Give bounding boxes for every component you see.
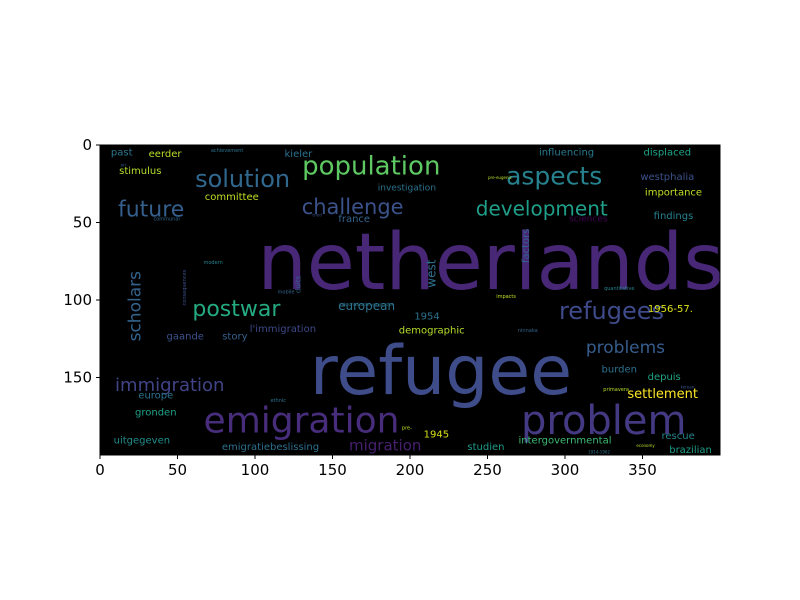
word-duits: duits: [294, 276, 302, 294]
x-tick-label-0: 0: [95, 461, 105, 479]
word-primavera: primavera: [603, 387, 629, 393]
word-future: future: [118, 198, 184, 223]
word-gronden: gronden: [135, 408, 177, 419]
word-1945: 1945: [424, 429, 449, 440]
word-investigation: investigation: [378, 183, 436, 193]
word-development: development: [476, 197, 608, 221]
word-west: west: [425, 259, 439, 287]
word-migration: migration: [349, 437, 421, 455]
x-tick-label-50: 50: [168, 461, 187, 479]
word-challenge: challenge: [302, 195, 404, 219]
x-tick-label-300: 300: [551, 461, 580, 479]
word-l-immigration: l'immigration: [250, 324, 316, 335]
word-past: past: [111, 147, 133, 158]
word-industrialisation-emigration: industrialisation-emigration: [339, 302, 395, 307]
word-pre-eugenic: pre-eugenic: [488, 175, 512, 180]
word-demographic: demographic: [399, 326, 465, 337]
word-ninnaka: ninnaka: [518, 328, 538, 334]
word-story: story: [222, 332, 247, 343]
word-emigratiebeslissing: emigratiebeslissing: [222, 442, 319, 453]
word-brazilian: brazilian: [669, 445, 712, 456]
x-tick-label-100: 100: [241, 461, 270, 479]
word-mobile: mobile: [278, 289, 295, 295]
word-communal: communal: [153, 216, 179, 222]
word-burden: burden: [602, 364, 637, 375]
word-problems: problems: [586, 338, 665, 358]
x-tick-label-150: 150: [318, 461, 347, 479]
word-gaande: gaande: [167, 332, 204, 343]
word-importance: importance: [645, 188, 702, 199]
word-solution: solution: [195, 165, 290, 193]
word-economy: economy: [636, 443, 655, 448]
x-tick-label-200: 200: [396, 461, 425, 479]
x-tick-label-350: 350: [628, 461, 657, 479]
y-tick-label-0: 0: [82, 136, 92, 154]
word-netherlands: netherlands: [257, 218, 724, 308]
word-postwar: postwar: [192, 297, 281, 322]
word-korean: korean: [681, 384, 695, 389]
word-consequences: consequences: [182, 269, 188, 305]
word-problem: problem: [521, 398, 687, 444]
word-influencing: influencing: [539, 147, 594, 158]
word-emigration: emigration: [204, 400, 400, 441]
word-1914-1962: 1914-1962: [588, 449, 610, 454]
word-intergovernmental: intergovernmental: [519, 436, 612, 447]
word-impacts: impacts: [496, 294, 516, 300]
word-kieler: kieler: [285, 149, 314, 160]
word-stimulus: stimulus: [119, 166, 161, 177]
word-rescue: rescue: [662, 431, 695, 442]
word-eerder: eerder: [149, 149, 183, 160]
word-france: france: [338, 214, 370, 225]
word-studien: studien: [467, 442, 504, 453]
word-depuis: depuis: [648, 372, 681, 383]
word-1954: 1954: [414, 312, 439, 323]
word-modern: modern: [203, 260, 222, 266]
x-axis: 0 50 100 150 200 250 300 350: [95, 455, 657, 479]
word-findings: findings: [654, 211, 694, 222]
word-settlement: settlement: [627, 387, 698, 402]
word-tried: tried: [312, 212, 322, 217]
word-1956-57-: 1956-57.: [648, 304, 693, 315]
word-sciences: sciences: [569, 214, 608, 224]
word-aspects: aspects: [506, 162, 602, 191]
x-tick-label-250: 250: [473, 461, 502, 479]
word-achievement: achievement: [211, 148, 244, 154]
word-immigration: immigration: [115, 375, 224, 396]
word-ethnic: ethnic: [270, 398, 286, 404]
y-axis: 0 50 100 150: [63, 136, 100, 387]
plot-background: [100, 145, 720, 455]
word-ori: ori: [121, 163, 126, 168]
y-tick-label-100: 100: [63, 291, 92, 309]
word-displaced: displaced: [644, 147, 692, 158]
word-population: population: [302, 152, 440, 182]
word-westphalia: westphalia: [640, 172, 694, 183]
word-scholars: scholars: [126, 271, 146, 342]
word-uitgegeven: uitgegeven: [114, 436, 170, 447]
word-quantitative: quantitative: [604, 286, 634, 292]
word-refugees: refugees: [559, 297, 664, 325]
word-refugee: refugee: [310, 332, 572, 411]
word-committee: committee: [205, 192, 259, 203]
word-pre-: pre-: [402, 426, 412, 432]
word-european: european: [338, 299, 395, 313]
y-tick-label-50: 50: [73, 214, 92, 232]
word-factors: factors: [521, 228, 532, 263]
y-tick-label-150: 150: [63, 369, 92, 387]
word-europe: europe: [138, 391, 173, 402]
